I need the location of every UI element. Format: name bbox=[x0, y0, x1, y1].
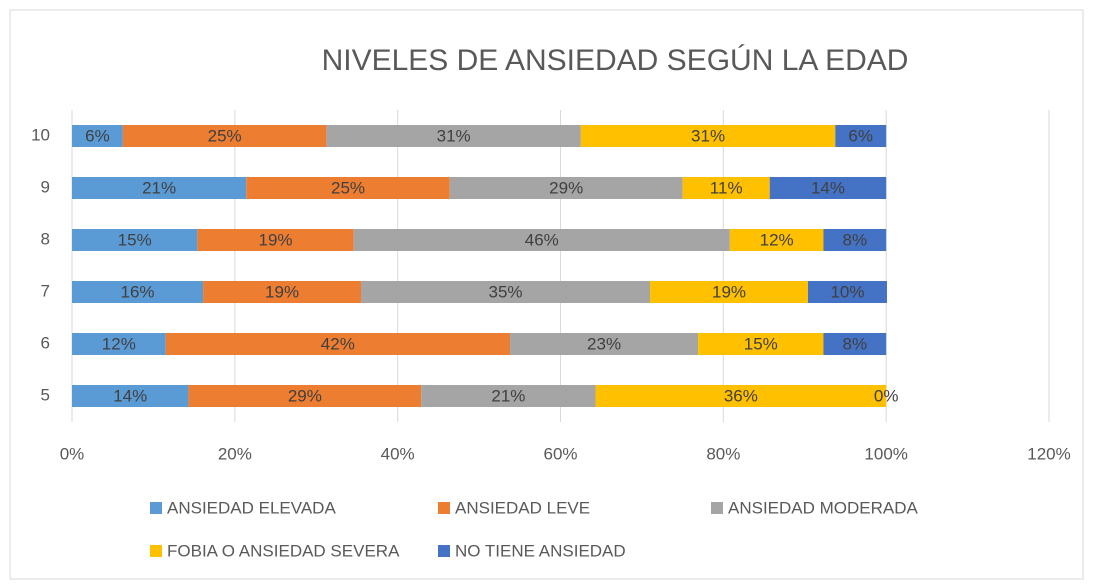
data-label: 6% bbox=[848, 126, 873, 145]
bar-segment bbox=[595, 385, 887, 407]
x-tick-label: 0% bbox=[60, 444, 85, 463]
legend-label: FOBIA O ANSIEDAD SEVERA bbox=[167, 541, 400, 560]
legend-swatch bbox=[438, 545, 450, 557]
x-tick-label: 80% bbox=[706, 444, 740, 463]
data-label: 15% bbox=[118, 230, 152, 249]
x-tick-label: 100% bbox=[864, 444, 907, 463]
bar-segment bbox=[835, 125, 887, 147]
legend-label: NO TIENE ANSIEDAD bbox=[455, 541, 626, 560]
bar-segment bbox=[769, 177, 887, 199]
bar-segment bbox=[808, 281, 887, 303]
data-label: 36% bbox=[724, 386, 758, 405]
legend-swatch bbox=[711, 502, 723, 514]
x-tick-label: 120% bbox=[1027, 444, 1070, 463]
legend-swatch bbox=[150, 502, 162, 514]
data-label: 42% bbox=[321, 334, 355, 353]
bar-segment bbox=[510, 333, 699, 355]
bar-segment bbox=[698, 333, 824, 355]
x-tick-label: 20% bbox=[218, 444, 252, 463]
data-label: 21% bbox=[142, 178, 176, 197]
data-label: 12% bbox=[102, 334, 136, 353]
data-label: 25% bbox=[208, 126, 242, 145]
chart-title: NIVELES DE ANSIEDAD SEGÚN LA EDAD bbox=[322, 44, 909, 77]
y-tick-label: 5 bbox=[41, 385, 50, 404]
data-label: 19% bbox=[265, 282, 299, 301]
bar-segment bbox=[361, 281, 651, 303]
bar-segment bbox=[165, 333, 511, 355]
bar-segment bbox=[72, 281, 204, 303]
x-tick-label: 40% bbox=[381, 444, 415, 463]
data-label: 14% bbox=[811, 178, 845, 197]
data-label: 46% bbox=[525, 230, 559, 249]
bar-segment bbox=[580, 125, 836, 147]
x-tick-label: 60% bbox=[543, 444, 577, 463]
legend-label: ANSIEDAD ELEVADA bbox=[167, 498, 336, 517]
y-tick-label: 8 bbox=[41, 229, 50, 248]
data-label: 8% bbox=[843, 230, 868, 249]
y-tick-label: 9 bbox=[41, 177, 50, 196]
y-tick-label: 10 bbox=[31, 125, 50, 144]
data-label: 31% bbox=[691, 126, 725, 145]
data-label: 23% bbox=[587, 334, 621, 353]
bar-segment bbox=[188, 385, 422, 407]
data-label: 21% bbox=[491, 386, 525, 405]
bar-segment bbox=[72, 333, 166, 355]
bar-segment bbox=[72, 385, 189, 407]
data-label: 29% bbox=[549, 178, 583, 197]
bar-segment bbox=[72, 177, 247, 199]
legend-swatch bbox=[150, 545, 162, 557]
bar-segment bbox=[823, 333, 887, 355]
bar-segment bbox=[823, 229, 887, 251]
data-label: 15% bbox=[744, 334, 778, 353]
bar-segment bbox=[650, 281, 809, 303]
data-label: 19% bbox=[259, 230, 293, 249]
data-label: 12% bbox=[760, 230, 794, 249]
bar-segment bbox=[449, 177, 683, 199]
bar-segment bbox=[326, 125, 581, 147]
bar-segment bbox=[197, 229, 354, 251]
bar-segment bbox=[682, 177, 770, 199]
legend-label: ANSIEDAD MODERADA bbox=[728, 498, 919, 517]
data-label: 25% bbox=[331, 178, 365, 197]
legend-swatch bbox=[438, 502, 450, 514]
data-label: 11% bbox=[710, 178, 743, 197]
bar-segment bbox=[353, 229, 730, 251]
bar-segment bbox=[72, 229, 198, 251]
data-label: 35% bbox=[489, 282, 523, 301]
data-label: 6% bbox=[85, 126, 110, 145]
y-tick-label: 6 bbox=[41, 333, 50, 352]
data-label: 10% bbox=[830, 282, 864, 301]
y-tick-label: 7 bbox=[41, 281, 50, 300]
data-label: 14% bbox=[113, 386, 147, 405]
data-label: 29% bbox=[288, 386, 322, 405]
data-label: 31% bbox=[437, 126, 471, 145]
bar-segment bbox=[246, 177, 450, 199]
bar-segment bbox=[72, 125, 123, 147]
bar-segment bbox=[203, 281, 362, 303]
data-label: 16% bbox=[121, 282, 155, 301]
data-label: 19% bbox=[712, 282, 746, 301]
data-label: 0% bbox=[874, 386, 899, 405]
legend-label: ANSIEDAD LEVE bbox=[455, 498, 590, 517]
bar-segment bbox=[729, 229, 824, 251]
bar-segment bbox=[122, 125, 327, 147]
data-label: 8% bbox=[843, 334, 868, 353]
bar-segment bbox=[421, 385, 596, 407]
